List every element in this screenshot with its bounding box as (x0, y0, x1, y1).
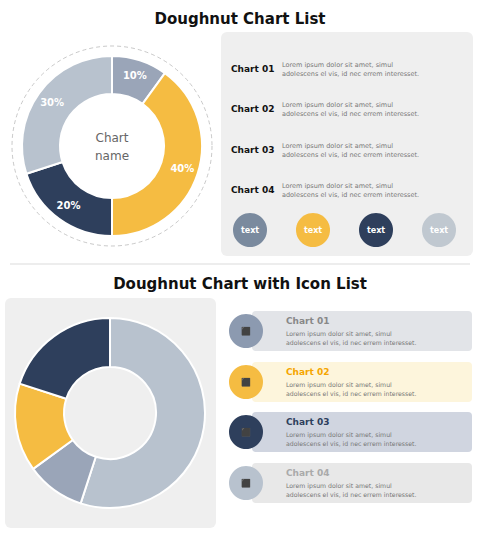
svg-text:30%: 30% (40, 97, 64, 108)
svg-text:adolescens el vis, id nec erre: adolescens el vis, id nec errem interess… (282, 110, 419, 118)
svg-text:Lorem ipsum dolor sit amet, si: Lorem ipsum dolor sit amet, simul (282, 61, 393, 69)
svg-text:Chart 02: Chart 02 (286, 367, 329, 377)
svg-text:40%: 40% (170, 163, 194, 174)
svg-text:adolescens el vis, id nec erre: adolescens el vis, id nec errem interess… (286, 491, 417, 498)
svg-text:adolescens el vis, id nec erre: adolescens el vis, id nec errem interess… (286, 390, 417, 397)
svg-text:Chart 04: Chart 04 (231, 185, 274, 195)
svg-text:⬛: ⬛ (241, 326, 251, 336)
svg-text:Chart 04: Chart 04 (286, 468, 329, 478)
svg-text:text: text (367, 226, 385, 235)
svg-text:Lorem ipsum dolor sit amet, si: Lorem ipsum dolor sit amet, simul (282, 182, 393, 190)
svg-text:adolescens el vis, id nec erre: adolescens el vis, id nec errem interess… (286, 339, 417, 346)
svg-text:⬛: ⬛ (241, 427, 251, 437)
svg-text:Doughnut Chart with Icon List: Doughnut Chart with Icon List (113, 275, 367, 293)
svg-text:adolescens el vis, id nec erre: adolescens el vis, id nec errem interess… (282, 70, 419, 78)
svg-text:Lorem ipsum dolor sit amet, si: Lorem ipsum dolor sit amet, simul (282, 142, 393, 150)
svg-text:Chart 03: Chart 03 (286, 417, 329, 427)
svg-text:Lorem ipsum dolor sit amet, si: Lorem ipsum dolor sit amet, simul (282, 101, 393, 109)
svg-text:Lorem ipsum dolor sit amet, si: Lorem ipsum dolor sit amet, simul (286, 431, 392, 439)
svg-text:text: text (304, 226, 322, 235)
svg-text:Chart: Chart (96, 131, 129, 145)
svg-text:adolescens el vis, id nec erre: adolescens el vis, id nec errem interess… (282, 151, 419, 159)
svg-text:adolescens el vis, id nec erre: adolescens el vis, id nec errem interess… (282, 191, 419, 199)
svg-text:Doughnut Chart List: Doughnut Chart List (155, 10, 326, 28)
svg-text:Lorem ipsum dolor sit amet, si: Lorem ipsum dolor sit amet, simul (286, 381, 392, 389)
svg-text:Chart 01: Chart 01 (231, 64, 274, 74)
svg-text:10%: 10% (123, 70, 147, 81)
svg-text:Chart 01: Chart 01 (286, 316, 329, 326)
svg-text:⬛: ⬛ (241, 377, 251, 387)
svg-text:text: text (241, 226, 259, 235)
svg-text:adolescens el vis, id nec erre: adolescens el vis, id nec errem interess… (286, 440, 417, 447)
svg-text:Lorem ipsum dolor sit amet, si: Lorem ipsum dolor sit amet, simul (286, 330, 392, 338)
svg-text:Lorem ipsum dolor sit amet, si: Lorem ipsum dolor sit amet, simul (286, 482, 392, 490)
svg-text:Chart 02: Chart 02 (231, 104, 274, 114)
svg-text:text: text (430, 226, 448, 235)
svg-text:Chart 03: Chart 03 (231, 145, 274, 155)
svg-text:name: name (95, 149, 129, 163)
svg-text:⬛: ⬛ (241, 478, 251, 488)
svg-text:20%: 20% (57, 200, 81, 211)
